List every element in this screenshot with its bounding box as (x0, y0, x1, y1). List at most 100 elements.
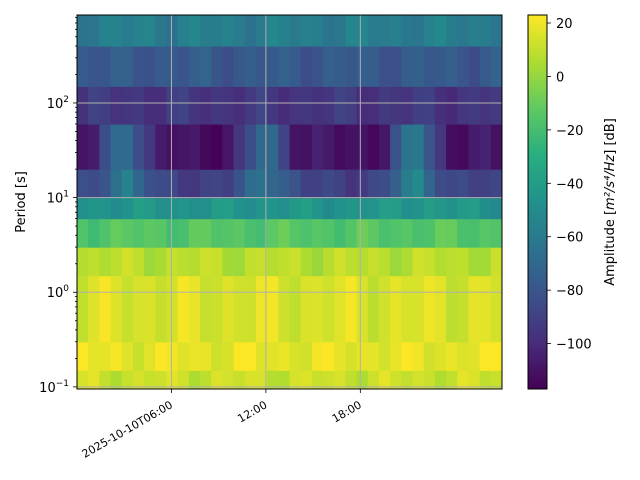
heatmap-cell (490, 15, 502, 47)
heatmap-cell (401, 341, 414, 371)
colorbar-tick-label: −20 (556, 124, 583, 139)
heatmap-cell (244, 169, 257, 199)
heatmap-cell (155, 247, 168, 277)
heatmap-cell (345, 275, 358, 343)
heatmap-cell (434, 45, 447, 87)
heatmap-cell (378, 15, 391, 47)
heatmap-cell (289, 169, 302, 199)
heatmap-cell (99, 370, 112, 389)
heatmap-cell (222, 370, 235, 389)
heatmap-cell (401, 15, 414, 47)
heatmap-cell (99, 275, 112, 343)
heatmap-cell (446, 45, 458, 87)
heatmap-cell (166, 86, 179, 125)
heatmap-cell (200, 247, 212, 277)
heatmap-cell (289, 45, 302, 87)
heatmap-cell (132, 341, 145, 371)
heatmap-cell (132, 370, 145, 389)
heatmap-cell (144, 218, 156, 248)
colorbar-ticks: 20 0 −20 −40 −60 −80 −100 (547, 17, 592, 353)
heatmap-cell (200, 341, 212, 371)
heatmap-cell (200, 218, 212, 248)
heatmap-cell (144, 86, 156, 125)
heatmap-cell (267, 86, 279, 125)
heatmap-cell (177, 123, 190, 170)
heatmap-cell (412, 197, 425, 220)
heatmap-cell (334, 218, 347, 248)
heatmap-cell (479, 247, 492, 277)
heatmap-cell (110, 341, 123, 371)
heatmap-cell (255, 169, 268, 199)
heatmap-cell (378, 197, 391, 220)
heatmap-cell (367, 247, 380, 277)
heatmap-cell (423, 341, 436, 371)
heatmap-cell (367, 370, 380, 389)
x-axis-ticks: 2025-10-10T06:00 12:00 18:00 (80, 389, 364, 461)
heatmap-cell (457, 218, 470, 248)
heatmap-cell (278, 45, 291, 87)
heatmap-cell (121, 247, 134, 277)
heatmap-cell (222, 169, 235, 199)
heatmap-cell (88, 169, 100, 199)
heatmap-cell (222, 86, 235, 125)
heatmap-cell (244, 197, 257, 220)
heatmap-cell (166, 370, 179, 389)
heatmap-cell (289, 86, 302, 125)
heatmap-cell (121, 123, 134, 170)
heatmap-cell (390, 370, 402, 389)
heatmap-cell (345, 197, 358, 220)
heatmap-cell (99, 197, 112, 220)
heatmap-cell (177, 370, 190, 389)
heatmap-cell (155, 169, 168, 199)
heatmap-cell (211, 275, 223, 343)
heatmap-cell (434, 247, 447, 277)
heatmap-cell (132, 218, 145, 248)
heatmap-cell (132, 275, 145, 343)
heatmap-cell (367, 15, 380, 47)
heatmap-cell (300, 15, 313, 47)
heatmap-cell (345, 86, 358, 125)
heatmap-cell (412, 370, 425, 389)
heatmap-cell (334, 45, 347, 87)
heatmap-cell (323, 247, 335, 277)
heatmap-cell (155, 86, 168, 125)
heatmap-cell (479, 275, 492, 343)
heatmap-cell (311, 169, 324, 199)
heatmap-cell (300, 86, 313, 125)
heatmap-cell (446, 86, 458, 125)
heatmap-cell (244, 341, 257, 371)
heatmap-cell (188, 370, 201, 389)
y-axis-label: Period [s] (14, 171, 29, 233)
heatmap-cell (434, 341, 447, 371)
heatmap-cell (300, 218, 313, 248)
heatmap-cell (367, 218, 380, 248)
heatmap-cell (166, 123, 179, 170)
heatmap-cell (311, 370, 324, 389)
heatmap-cell (367, 341, 380, 371)
heatmap-cell (378, 247, 391, 277)
heatmap-cell (401, 275, 414, 343)
heatmap-cell (300, 197, 313, 220)
heatmap-cell (200, 370, 212, 389)
heatmap-cell (367, 197, 380, 220)
heatmap-cell (356, 45, 369, 87)
heatmap-cell (300, 45, 313, 87)
x-tick-label: 2025-10-10T06:00 (80, 398, 175, 460)
heatmap-cell (412, 341, 425, 371)
heatmap-cell (401, 247, 414, 277)
heatmap-cell (132, 169, 145, 199)
heatmap-cell (121, 341, 134, 371)
heatmap-cell (289, 275, 302, 343)
heatmap-cell (300, 247, 313, 277)
heatmap-cell (88, 15, 100, 47)
heatmap-cell (356, 341, 369, 371)
heatmap-cell (155, 15, 168, 47)
heatmap-cell (457, 275, 470, 343)
heatmap-cell (289, 197, 302, 220)
heatmap-cell (423, 15, 436, 47)
heatmap-cell (121, 45, 134, 87)
heatmap-cell (300, 169, 313, 199)
heatmap-cell (311, 86, 324, 125)
heatmap-cell (479, 370, 492, 389)
